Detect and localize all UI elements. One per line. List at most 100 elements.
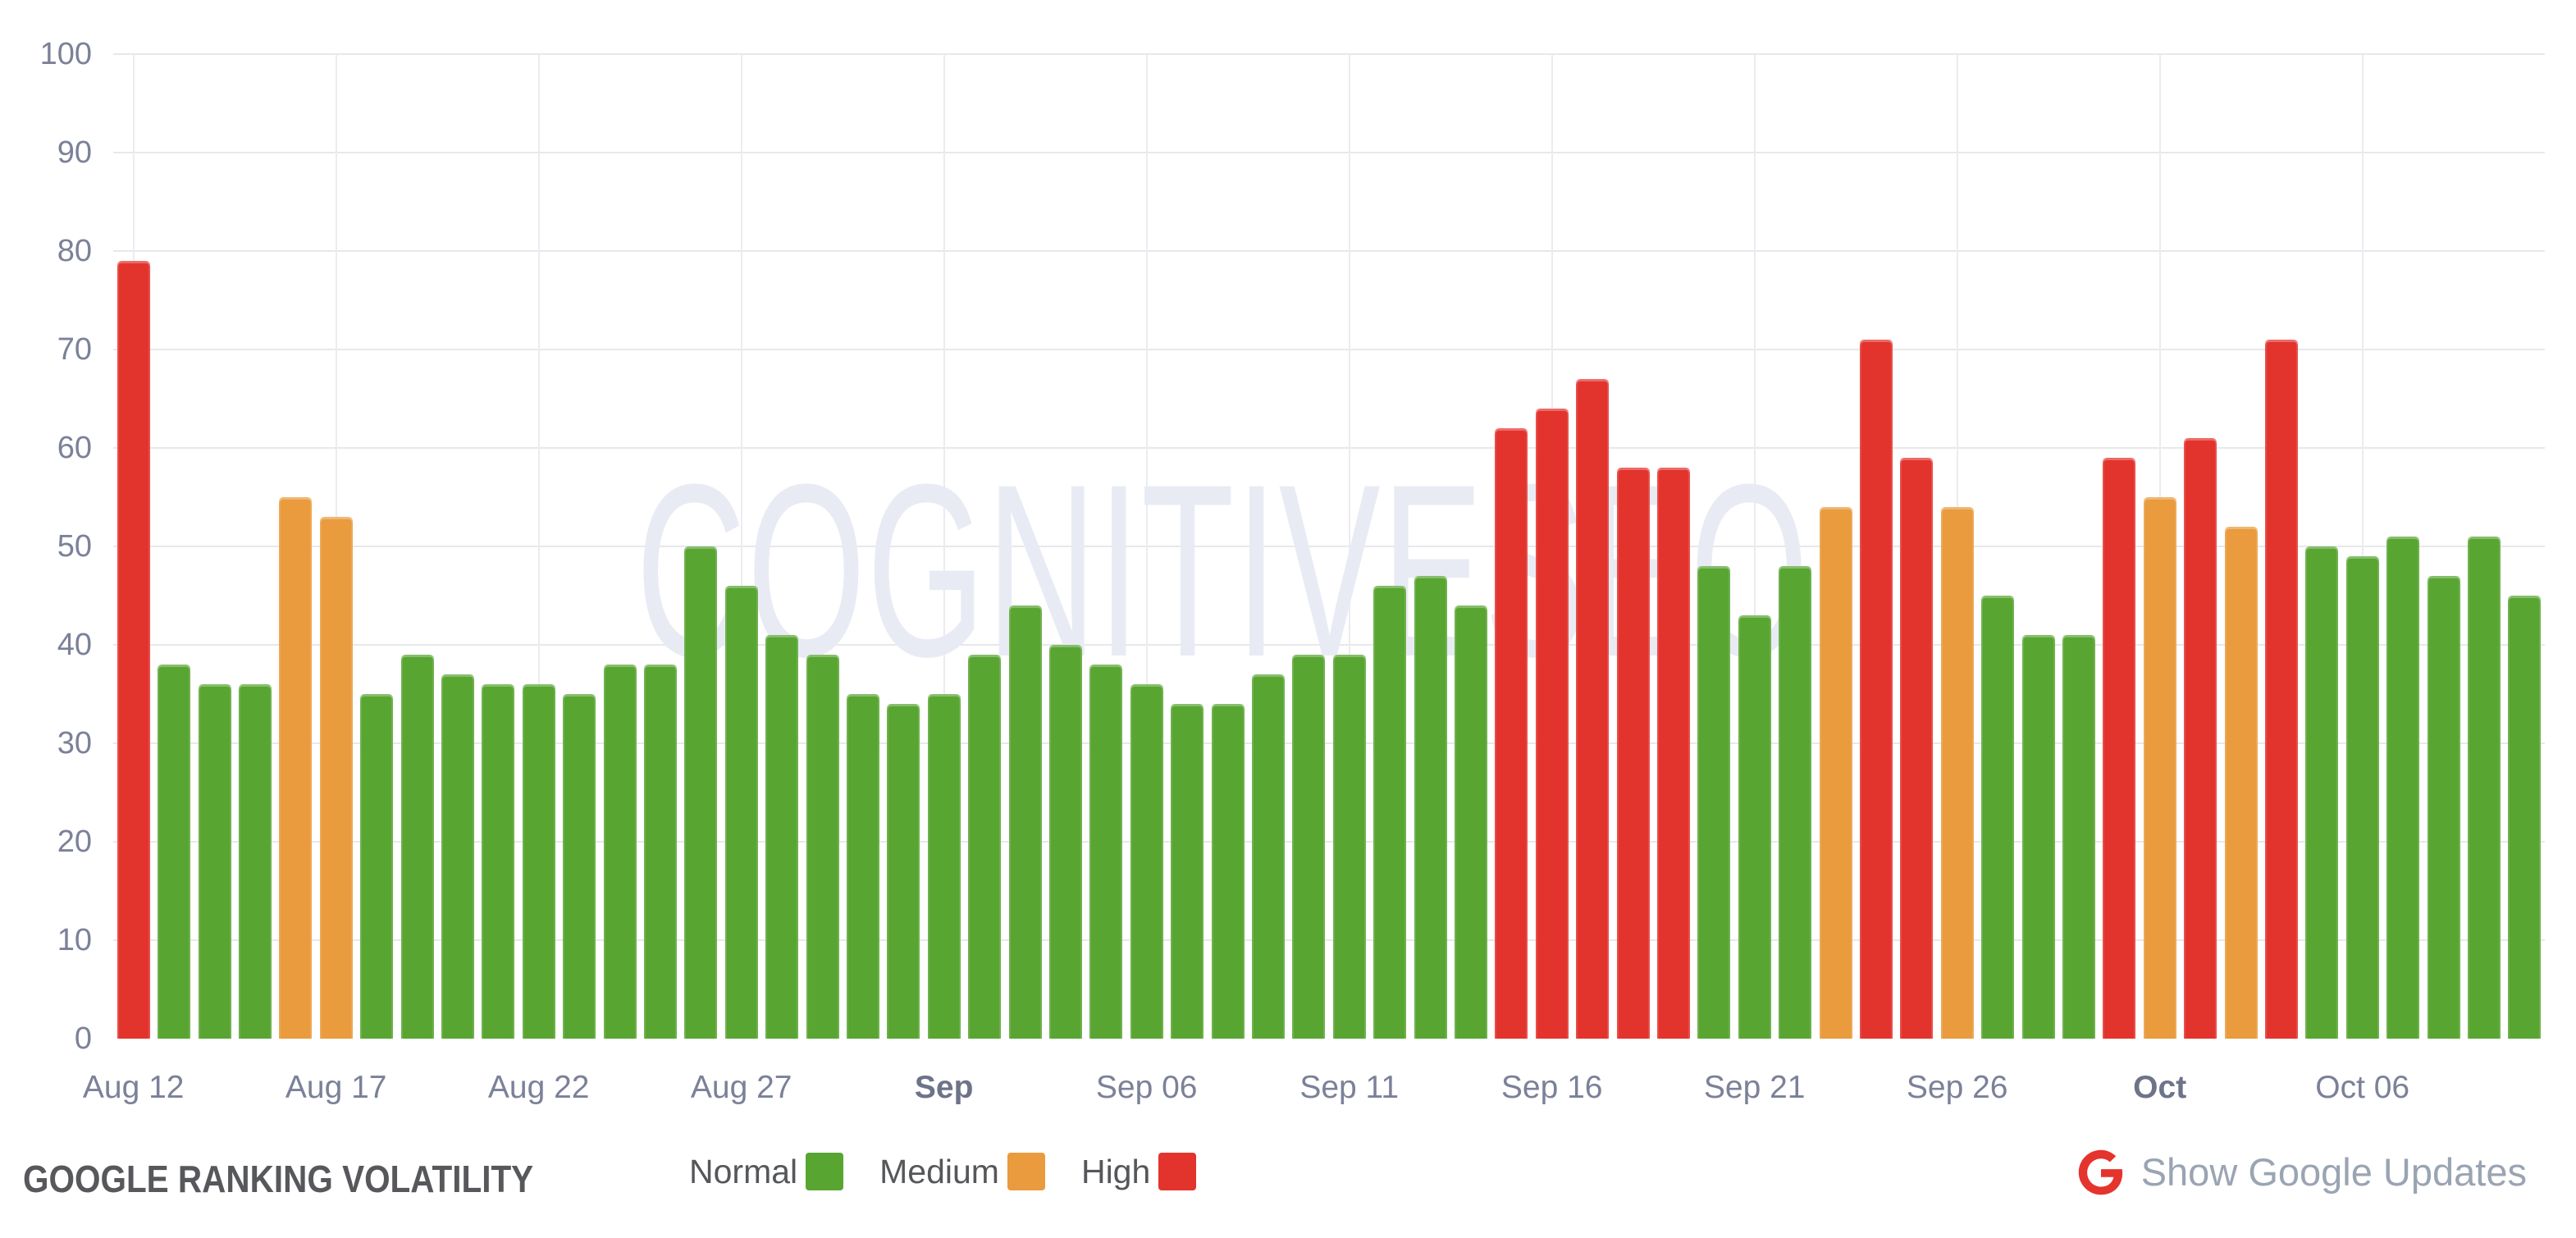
bar[interactable] <box>2427 576 2460 1039</box>
bar[interactable] <box>2508 596 2542 1039</box>
gridline-vertical <box>1348 54 1350 1039</box>
bar[interactable] <box>482 684 515 1039</box>
bar[interactable] <box>1779 566 1812 1039</box>
bar[interactable] <box>522 684 555 1039</box>
x-axis-tick-label: Sep 26 <box>1906 1070 2008 1105</box>
gridline-horizontal <box>113 447 2545 449</box>
bar[interactable] <box>2021 635 2055 1039</box>
bar[interactable] <box>1008 605 1042 1039</box>
bar[interactable] <box>1048 645 1082 1039</box>
bar[interactable] <box>1251 674 1285 1039</box>
bar[interactable] <box>1535 409 1569 1039</box>
gridline-vertical <box>2361 54 2364 1039</box>
bar[interactable] <box>400 655 434 1039</box>
bar[interactable] <box>806 655 839 1039</box>
bar[interactable] <box>643 665 677 1039</box>
bar[interactable] <box>158 665 191 1039</box>
bar[interactable] <box>1089 665 1123 1039</box>
bar[interactable] <box>887 704 920 1039</box>
gridline-horizontal <box>113 742 2545 744</box>
bar[interactable] <box>1171 704 1204 1039</box>
legend-swatch <box>1007 1153 1045 1190</box>
bar[interactable] <box>968 655 1002 1039</box>
bar[interactable] <box>927 694 961 1039</box>
bar[interactable] <box>684 546 718 1039</box>
bar[interactable] <box>2224 527 2258 1039</box>
bar[interactable] <box>2467 537 2501 1039</box>
bar[interactable] <box>441 674 474 1039</box>
bar[interactable] <box>2143 497 2176 1039</box>
legend-item[interactable]: Medium <box>879 1152 1045 1191</box>
legend-swatch <box>806 1153 844 1190</box>
bar[interactable] <box>2062 635 2095 1039</box>
bar[interactable] <box>563 694 596 1039</box>
bar[interactable] <box>1373 586 1407 1039</box>
bar[interactable] <box>279 497 313 1039</box>
chart-title: GOOGLE RANKING VOLATILITY <box>23 1158 534 1200</box>
bar[interactable] <box>2264 340 2298 1039</box>
x-axis-tick-label: Aug 17 <box>285 1070 387 1105</box>
bar[interactable] <box>1211 704 1245 1039</box>
gridline-horizontal <box>113 939 2545 941</box>
bar[interactable] <box>1130 684 1163 1039</box>
bar[interactable] <box>319 517 353 1039</box>
x-axis-tick-label: Oct <box>2133 1070 2187 1105</box>
x-axis-tick-label: Sep 21 <box>1703 1070 1806 1105</box>
legend-label: Medium <box>879 1153 999 1190</box>
bar[interactable] <box>765 635 799 1039</box>
gridline-vertical <box>537 54 540 1039</box>
bar[interactable] <box>2345 556 2379 1039</box>
bar[interactable] <box>1576 379 1610 1039</box>
x-axis-tick-label: Sep 11 <box>1299 1070 1400 1105</box>
x-axis-tick-label: Aug 12 <box>82 1070 185 1105</box>
bar[interactable] <box>198 684 231 1039</box>
bar[interactable] <box>1495 428 1528 1039</box>
y-axis-tick-label: 10 <box>57 923 92 957</box>
x-axis-tick-label: Sep 06 <box>1095 1070 1198 1105</box>
gridline-horizontal <box>113 349 2545 350</box>
y-axis-tick-label: 60 <box>57 431 92 465</box>
gridline-horizontal <box>113 53 2545 55</box>
y-axis-tick-label: 80 <box>57 234 92 268</box>
x-axis-tick-label: Aug 22 <box>487 1070 590 1105</box>
y-axis-tick-label: 20 <box>57 825 92 859</box>
bar[interactable] <box>724 586 758 1039</box>
gridline-vertical <box>1145 54 1148 1039</box>
x-axis-tick-label: Aug 27 <box>690 1070 792 1105</box>
show-google-updates-label: Show Google Updates <box>2140 1150 2527 1194</box>
bar[interactable] <box>2184 438 2217 1039</box>
bar[interactable] <box>1900 458 1934 1039</box>
legend-item[interactable]: High <box>1081 1152 1197 1191</box>
bar[interactable] <box>2386 537 2420 1039</box>
legend-swatch <box>1158 1153 1197 1190</box>
bar[interactable] <box>1738 615 1771 1039</box>
watermark: COGNITIVESEO <box>636 432 1810 708</box>
y-axis-tick-label: 0 <box>74 1021 92 1056</box>
bar[interactable] <box>1940 507 1974 1039</box>
y-axis-tick-label: 50 <box>57 529 92 564</box>
bar[interactable] <box>846 694 879 1039</box>
bar[interactable] <box>603 665 637 1039</box>
show-google-updates-link[interactable]: Show Google Updates <box>2074 1145 2527 1199</box>
legend-label: Normal <box>689 1153 798 1190</box>
bar[interactable] <box>1292 655 1326 1039</box>
bar[interactable] <box>1656 468 1690 1039</box>
bar[interactable] <box>1616 468 1650 1039</box>
bar[interactable] <box>1819 507 1852 1039</box>
bar[interactable] <box>2305 546 2339 1039</box>
gridline-horizontal <box>113 250 2545 252</box>
bar[interactable] <box>1697 566 1731 1039</box>
legend: Normal Medium High <box>689 1152 1197 1191</box>
legend-item[interactable]: Normal <box>689 1152 844 1191</box>
bar[interactable] <box>116 261 150 1039</box>
bar[interactable] <box>1332 655 1366 1039</box>
bar[interactable] <box>2103 458 2136 1039</box>
bar[interactable] <box>1859 340 1893 1039</box>
bar[interactable] <box>238 684 272 1039</box>
bar[interactable] <box>360 694 394 1039</box>
bar[interactable] <box>1981 596 2015 1039</box>
bar[interactable] <box>1414 576 1447 1039</box>
bar[interactable] <box>1454 605 1487 1039</box>
